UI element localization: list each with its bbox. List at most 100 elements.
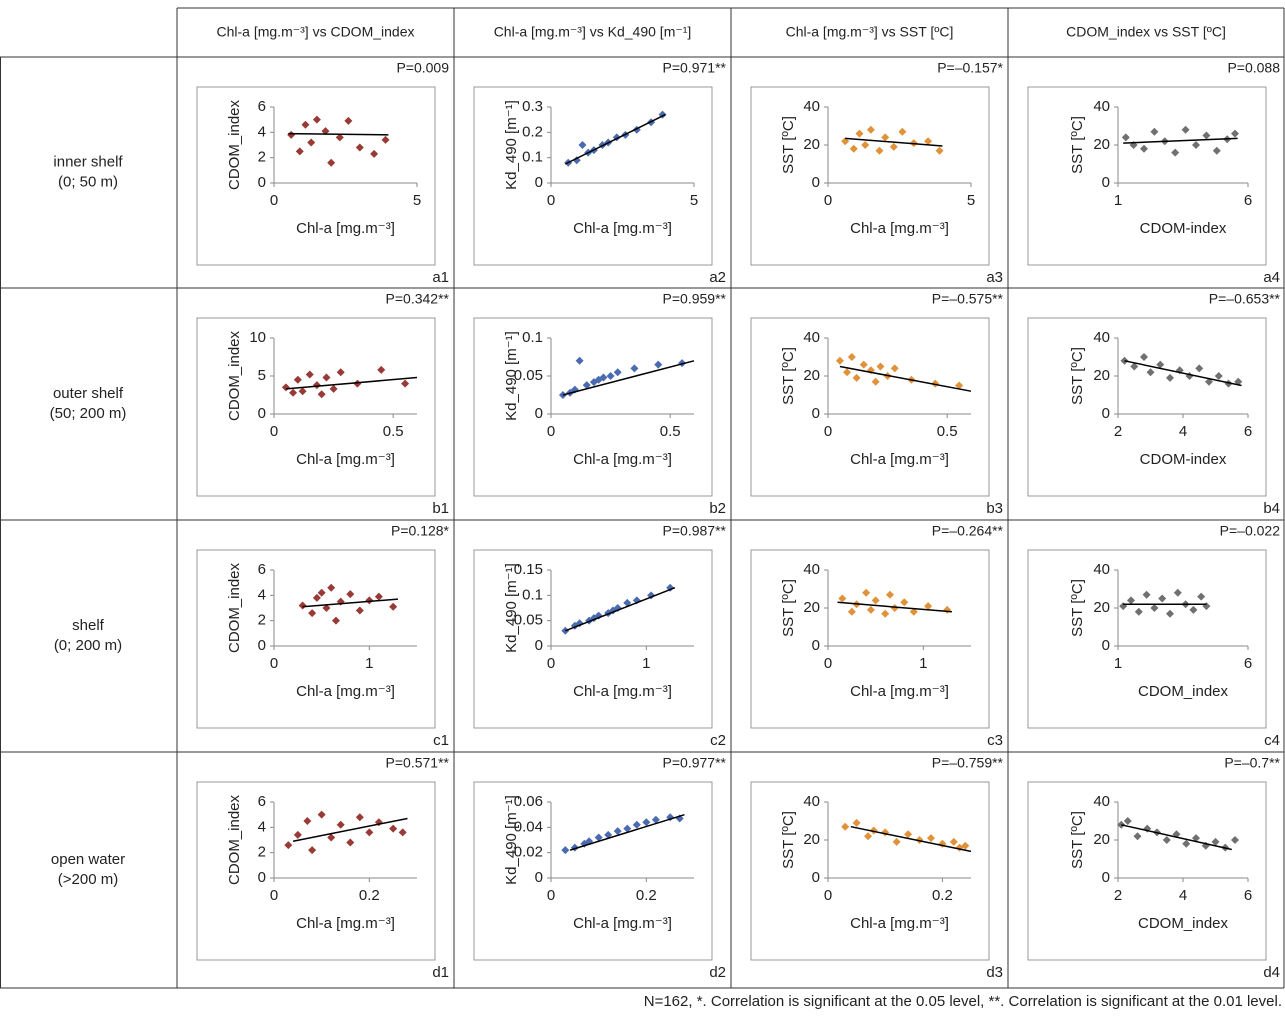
point: [336, 820, 345, 829]
point: [852, 818, 861, 827]
x-tick-label: 0.5: [383, 423, 404, 440]
x-tick-label: 0: [547, 192, 555, 209]
point: [1197, 592, 1206, 601]
trendline: [562, 360, 695, 396]
point: [398, 828, 407, 837]
plot-frame: [1027, 317, 1267, 497]
point: [322, 604, 331, 612]
trendline: [845, 137, 943, 147]
y-tick-label: 0: [812, 869, 820, 886]
point: [327, 158, 336, 167]
point: [651, 815, 660, 824]
point: [924, 602, 933, 611]
point: [926, 834, 935, 843]
point: [847, 607, 856, 616]
point: [864, 832, 873, 841]
row-label: (50; 200 m): [50, 405, 127, 422]
trendline: [839, 365, 972, 392]
point: [281, 383, 290, 392]
point: [582, 381, 591, 390]
trendline: [1121, 824, 1232, 851]
plot-frame: [1027, 781, 1267, 961]
column-header: Chl-a [mg.m⁻³] vs CDOM_index: [217, 24, 415, 40]
y-axis-label: SST [ºC]: [1069, 579, 1086, 637]
annotation: P=0.977**: [663, 755, 727, 771]
y-tick-label: 0.2: [522, 123, 543, 140]
point: [365, 828, 374, 837]
trendline: [565, 587, 676, 632]
row-label: (0; 200 m): [54, 637, 122, 654]
y-tick-label: 6: [258, 561, 266, 578]
point: [861, 141, 870, 149]
point: [377, 365, 386, 374]
point: [317, 390, 326, 399]
point: [943, 605, 952, 614]
column-header: Chl-a [mg.m⁻³] vs SST [ºC]: [786, 24, 954, 40]
panel-label: d3: [986, 964, 1003, 981]
y-tick-label: 0: [1102, 405, 1110, 422]
y-tick-label: 0: [258, 174, 266, 191]
y-axis-label: SST [ºC]: [1069, 347, 1086, 405]
x-axis-label: Chl-a [mg.m⁻³]: [573, 683, 672, 700]
point: [904, 830, 913, 839]
y-axis-label: SST [ºC]: [780, 811, 797, 869]
y-tick-label: 20: [1093, 831, 1110, 848]
column-header: CDOM_index vs SST [ºC]: [1066, 24, 1226, 40]
point: [381, 135, 390, 144]
x-axis-label: CDOM_index: [1138, 683, 1229, 700]
point: [322, 373, 331, 382]
point: [303, 817, 312, 825]
panel-label: d2: [709, 964, 726, 981]
point: [1123, 817, 1132, 825]
x-tick-label: 4: [1179, 423, 1187, 440]
y-tick-label: 0.05: [514, 612, 543, 629]
x-tick-label: 0: [547, 887, 555, 904]
point: [1173, 588, 1182, 597]
point: [1158, 594, 1167, 603]
x-tick-label: 2: [1114, 887, 1122, 904]
plot-frame: [196, 781, 436, 961]
point: [1192, 834, 1200, 843]
plot-frame: [196, 86, 436, 266]
panel-label: c2: [710, 732, 726, 749]
y-tick-label: 0: [258, 637, 266, 654]
row-label: (0; 50 m): [58, 173, 118, 190]
point: [909, 607, 918, 616]
x-axis-label: CDOM-index: [1140, 451, 1227, 468]
point: [1162, 836, 1171, 844]
panel-label: c4: [1264, 732, 1280, 749]
point: [355, 606, 364, 615]
point: [305, 370, 314, 379]
y-tick-label: 40: [803, 329, 820, 346]
point: [353, 379, 362, 388]
point: [632, 820, 641, 829]
y-tick-label: 0: [258, 405, 266, 422]
point: [1119, 602, 1128, 611]
point: [355, 813, 364, 822]
point: [287, 130, 296, 139]
y-tick-label: 40: [803, 561, 820, 578]
point: [890, 364, 899, 373]
panel-label: b2: [709, 500, 726, 517]
point: [881, 609, 890, 618]
annotation: P=0.088: [1227, 60, 1280, 76]
x-tick-label: 0: [547, 423, 555, 440]
x-axis-label: Chl-a [mg.m⁻³]: [296, 220, 395, 237]
plot-frame: [1027, 549, 1267, 729]
point: [331, 616, 340, 625]
y-axis-label: SST [ºC]: [780, 116, 797, 174]
point: [370, 149, 379, 158]
y-tick-label: 40: [803, 98, 820, 115]
y-tick-label: 0.06: [514, 793, 543, 810]
plot-frame: [750, 86, 990, 266]
trendline: [285, 376, 418, 390]
point: [1189, 605, 1198, 614]
trendline: [1123, 137, 1238, 144]
y-tick-label: 0.1: [522, 149, 543, 166]
point: [862, 588, 871, 597]
y-axis-label: CDOM_index: [226, 794, 243, 885]
x-tick-label: 0.2: [636, 887, 657, 904]
y-tick-label: 0: [535, 174, 543, 191]
plot-frame: [473, 86, 713, 266]
